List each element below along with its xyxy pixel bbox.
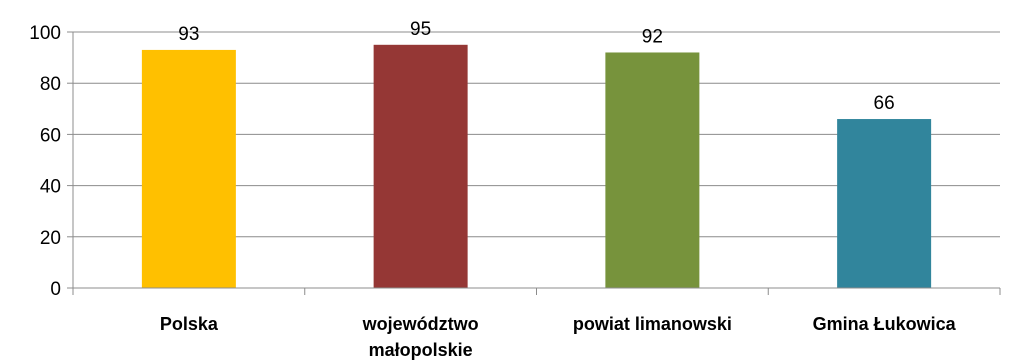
y-tick-label: 80 bbox=[40, 74, 61, 95]
y-tick-label: 40 bbox=[40, 177, 61, 198]
y-tick-label: 0 bbox=[50, 279, 61, 300]
y-tick-label: 20 bbox=[40, 228, 61, 249]
bar bbox=[373, 44, 468, 288]
x-category-label: Gmina Łukowica bbox=[813, 314, 957, 334]
x-category-label: województwo bbox=[362, 314, 479, 334]
x-category-label: Polska bbox=[160, 314, 219, 334]
data-label: 66 bbox=[874, 93, 895, 114]
x-category-label: małopolskie bbox=[369, 340, 473, 360]
y-tick-label: 100 bbox=[29, 23, 61, 44]
bar bbox=[605, 52, 700, 289]
data-label: 92 bbox=[642, 26, 663, 47]
bar bbox=[141, 49, 236, 288]
labels: 0 20 40 60 80 100 93 Polska 95 województwo małopol… bbox=[29, 19, 956, 360]
x-category-label: powiat limanowski bbox=[573, 314, 732, 334]
bar bbox=[837, 119, 932, 288]
y-tick-label: 60 bbox=[40, 125, 61, 146]
data-label: 95 bbox=[410, 19, 431, 40]
bars bbox=[141, 44, 932, 289]
data-label: 93 bbox=[178, 24, 199, 45]
axes bbox=[67, 31, 1001, 295]
